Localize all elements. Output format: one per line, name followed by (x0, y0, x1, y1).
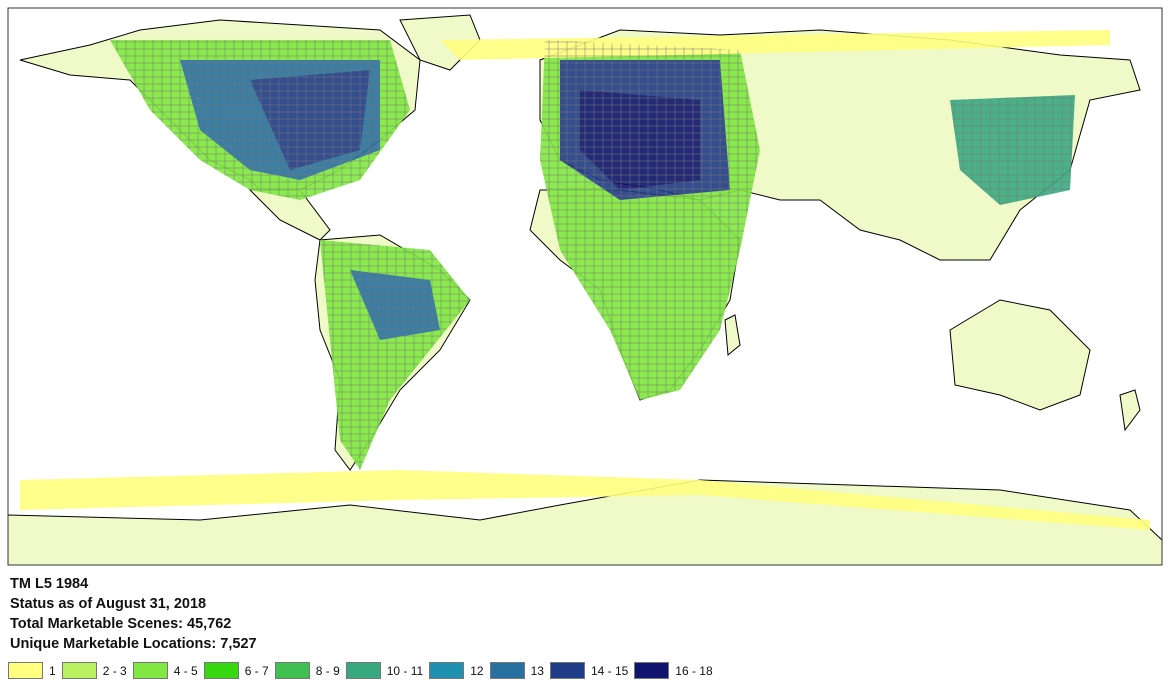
legend-item: 10 - 11 (345, 662, 424, 679)
legend-item: 8 - 9 (274, 662, 340, 679)
australia (949, 299, 1091, 411)
legend-item: 13 (489, 662, 544, 679)
legend-label: 16 - 18 (675, 663, 713, 678)
legend-swatch (429, 662, 465, 679)
legend-item: 6 - 7 (203, 662, 269, 679)
legend-label: 10 - 11 (386, 663, 424, 678)
legend-swatch (274, 662, 310, 679)
coverage-antarctic-swaths (20, 470, 1150, 530)
legend-swatch (132, 662, 168, 679)
status-date: Status as of August 31, 2018 (10, 596, 207, 612)
madagascar (724, 314, 741, 356)
legend-swatch (489, 662, 525, 679)
legend-swatch (8, 662, 43, 679)
legend-label: 2 - 3 (102, 663, 127, 678)
world-map (7, 7, 1163, 566)
legend-label: 8 - 9 (315, 663, 340, 678)
legend-item: 4 - 5 (132, 662, 198, 679)
legend-swatch (61, 662, 97, 679)
map-frame (7, 7, 1163, 566)
legend-label: 14 - 15 (590, 663, 629, 678)
legend-swatch (345, 662, 381, 679)
legend-label: 4 - 5 (173, 663, 198, 678)
legend-item: 2 - 3 (61, 662, 127, 679)
legend-swatch (549, 662, 585, 679)
legend-label: 12 (470, 663, 484, 678)
new-zealand (1119, 389, 1141, 432)
map-info: TM L5 1984 Status as of August 31, 2018 … (10, 574, 257, 654)
map-title: TM L5 1984 (10, 576, 89, 592)
unique-locations: Unique Marketable Locations: 7,527 (10, 636, 257, 652)
scene-grid (110, 40, 1075, 470)
legend-item: 16 - 18 (634, 662, 713, 679)
legend-swatch (203, 662, 239, 679)
legend-item: 12 (429, 662, 484, 679)
legend-label: 6 - 7 (244, 663, 269, 678)
legend-label: 13 (530, 663, 544, 678)
legend-item: 1 (8, 662, 56, 679)
legend-label: 1 (49, 663, 56, 678)
legend-swatch (634, 662, 670, 679)
legend-item: 14 - 15 (549, 662, 629, 679)
total-scenes: Total Marketable Scenes: 45,762 (10, 616, 232, 632)
legend: 1 2 - 3 4 - 5 6 - 7 8 - 9 10 - 11 12 13 14 - 15 1… (8, 662, 719, 679)
